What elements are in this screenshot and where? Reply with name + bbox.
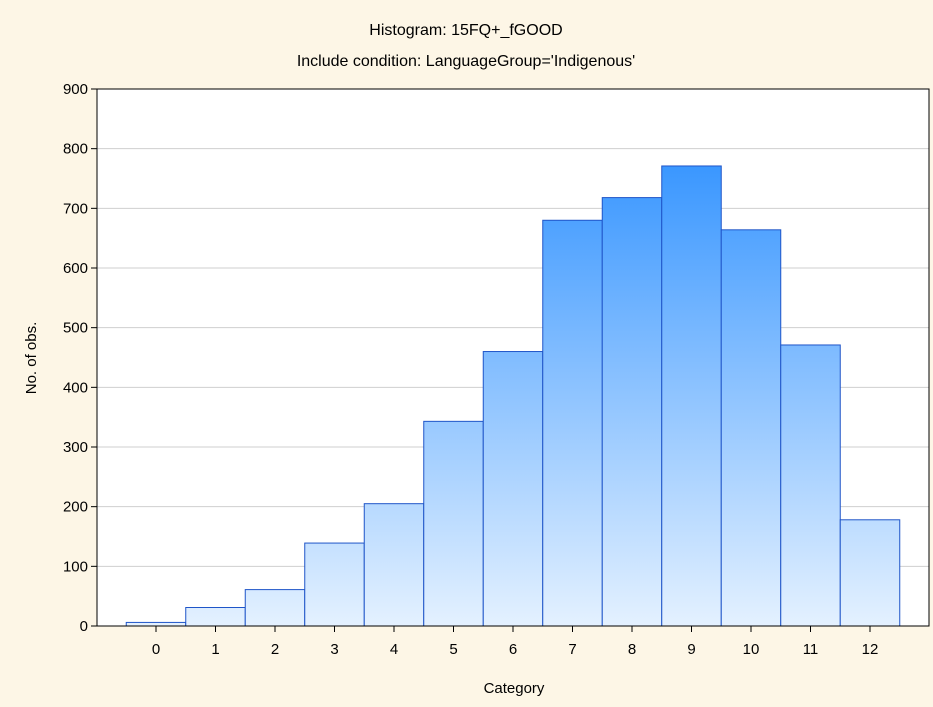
- plot-frame: [96, 88, 930, 627]
- y-tick-label-900: 900: [63, 81, 88, 98]
- y-axis-label: No. of obs.: [23, 322, 40, 395]
- y-tick-label-800: 800: [63, 141, 88, 158]
- bar-0: [125, 621, 187, 627]
- x-tick-label-8: 8: [628, 641, 636, 658]
- x-tick-label-12: 12: [862, 641, 879, 658]
- y-tick-label-100: 100: [63, 558, 88, 575]
- x-axis-label: Category: [484, 680, 545, 697]
- y-tick-label-0: 0: [80, 618, 88, 635]
- x-tick-label-6: 6: [509, 641, 517, 658]
- x-tick-label-3: 3: [330, 641, 338, 658]
- y-tick-label-300: 300: [63, 439, 88, 456]
- x-tick-label-1: 1: [211, 641, 219, 658]
- bar-4: [363, 503, 425, 627]
- x-tick-label-4: 4: [390, 641, 398, 658]
- x-tick-label-10: 10: [743, 641, 760, 658]
- y-tick-label-700: 700: [63, 200, 88, 217]
- y-tick-label-200: 200: [63, 499, 88, 516]
- x-tick-label-7: 7: [568, 641, 576, 658]
- bar-5: [423, 420, 484, 627]
- x-tick-label-2: 2: [271, 641, 279, 658]
- bars: [125, 165, 901, 627]
- y-tick-label-400: 400: [63, 379, 88, 396]
- bar-10: [720, 229, 782, 627]
- x-tick-label-11: 11: [803, 641, 819, 658]
- y-tick-label-600: 600: [63, 260, 88, 277]
- chart-subtitle: Include condition: LanguageGroup='Indige…: [297, 53, 635, 70]
- x-tick-label-0: 0: [152, 641, 160, 658]
- x-tick-label-5: 5: [449, 641, 457, 658]
- bar-2: [244, 589, 306, 627]
- bar-12: [839, 519, 901, 627]
- bar-1: [185, 607, 246, 627]
- x-tick-label-9: 9: [687, 641, 695, 658]
- chart-title: Histogram: 15FQ+_fGOOD: [369, 22, 562, 39]
- bar-9: [661, 165, 722, 627]
- bar-7: [542, 219, 603, 627]
- bar-6: [482, 351, 544, 627]
- bar-8: [601, 197, 663, 627]
- bar-3: [304, 542, 365, 627]
- y-tick-label-500: 500: [63, 320, 88, 337]
- bar-11: [780, 344, 841, 627]
